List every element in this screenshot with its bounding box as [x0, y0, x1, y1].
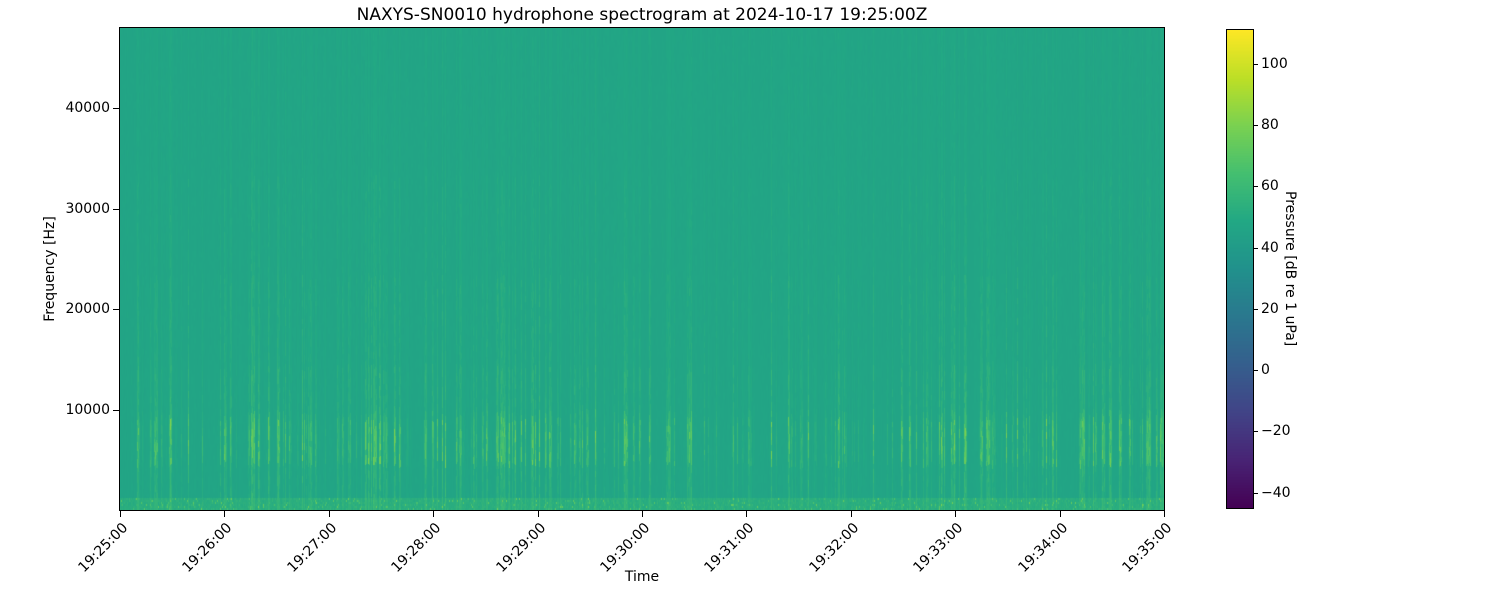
colorbar-tick-mark [1253, 125, 1258, 126]
colorbar-tick-mark [1253, 493, 1258, 494]
colorbar-tick-mark [1253, 64, 1258, 65]
x-tick-mark [642, 511, 643, 517]
y-tick-mark [113, 108, 119, 109]
x-axis-label: Time [624, 569, 660, 585]
x-tick-label: 19:34:00 [1015, 520, 1072, 576]
y-tick-label: 10000 [65, 402, 110, 418]
x-tick-label: 19:33:00 [910, 520, 967, 576]
x-tick-mark [433, 511, 434, 517]
x-tick-mark [851, 511, 852, 517]
x-tick-mark [955, 511, 956, 517]
y-tick-label: 30000 [65, 201, 110, 217]
colorbar-tick-label: −20 [1261, 423, 1291, 439]
colorbar-tick-label: 40 [1261, 240, 1279, 256]
colorbar-tick-label: 20 [1261, 301, 1279, 317]
x-tick-label: 19:25:00 [75, 520, 132, 576]
x-tick-label: 19:35:00 [1119, 520, 1176, 576]
spectrogram-heatmap [120, 28, 1164, 510]
x-tick-mark [224, 511, 225, 517]
colorbar-tick-mark [1253, 248, 1258, 249]
colorbar-tick-mark [1253, 370, 1258, 371]
colorbar-tick-mark [1253, 309, 1258, 310]
x-tick-label: 19:30:00 [597, 520, 654, 576]
x-tick-label: 19:28:00 [388, 520, 445, 576]
x-tick-label: 19:32:00 [806, 520, 863, 576]
x-tick-mark [329, 511, 330, 517]
x-tick-mark [120, 511, 121, 517]
colorbar-tick-label: 0 [1261, 362, 1270, 378]
x-tick-mark [538, 511, 539, 517]
y-tick-label: 40000 [65, 100, 110, 116]
colorbar-tick-label: 80 [1261, 117, 1279, 133]
colorbar-tick-label: 100 [1261, 56, 1288, 72]
chart-title: NAXYS-SN0010 hydrophone spectrogram at 2… [356, 5, 928, 25]
colorbar-tick-label: 60 [1261, 178, 1279, 194]
colorbar-tick-mark [1253, 186, 1258, 187]
x-tick-mark [1060, 511, 1061, 517]
y-tick-mark [113, 410, 119, 411]
x-tick-label: 19:31:00 [701, 520, 758, 576]
y-tick-mark [113, 309, 119, 310]
x-tick-label: 19:27:00 [284, 520, 341, 576]
y-tick-label: 20000 [65, 301, 110, 317]
y-axis-label: Frequency [Hz] [42, 216, 58, 322]
colorbar-tick-label: −40 [1261, 485, 1291, 501]
x-tick-mark [746, 511, 747, 517]
colorbar-gradient [1227, 30, 1253, 508]
x-tick-label: 19:26:00 [179, 520, 236, 576]
colorbar-tick-mark [1253, 431, 1258, 432]
y-tick-mark [113, 209, 119, 210]
x-tick-label: 19:29:00 [493, 520, 550, 576]
colorbar-label: Pressure [dB re 1 uPa] [1282, 191, 1298, 347]
x-tick-mark [1164, 511, 1165, 517]
